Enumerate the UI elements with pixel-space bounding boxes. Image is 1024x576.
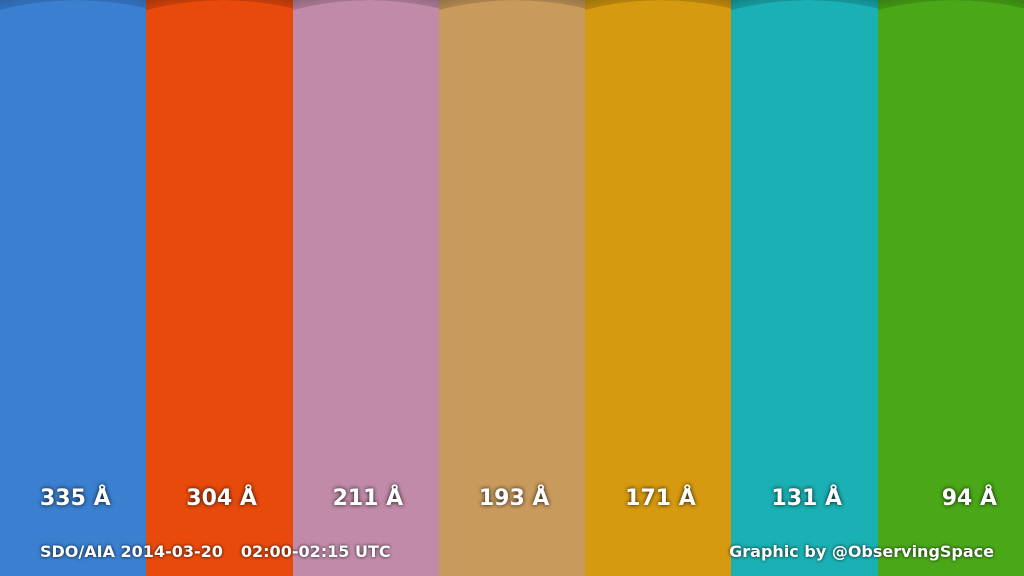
wavelength-label: 131 Å (771, 486, 843, 511)
time-range-text: 02:00-02:15 UTC (240, 542, 391, 561)
solar-disk (731, 0, 879, 576)
wavelength-strip: 335 Å (0, 0, 147, 576)
wavelength-label: 335 Å (40, 486, 111, 511)
wavelength-label: 211 Å (332, 486, 404, 511)
solar-disk (292, 0, 440, 576)
wavelength-strip: 211 Å (292, 0, 440, 576)
wavelength-label: 304 Å (186, 486, 257, 511)
credit-caption: Graphic by @ObservingSpace (729, 542, 994, 561)
wavelength-strip: 94 Å (877, 0, 1024, 576)
wavelength-strip: 193 Å (438, 0, 586, 576)
solar-disk (146, 0, 294, 576)
wavelength-strip: 171 Å (585, 0, 733, 576)
solar-disk (438, 0, 586, 576)
wavelength-label: 171 Å (625, 486, 696, 511)
solar-disk (877, 0, 1024, 576)
observation-caption: SDO/AIA 2014-03-20 02:00-02:15 UTC (40, 542, 391, 561)
wavelength-strip: 304 Å (146, 0, 294, 576)
wavelength-strip: 131 Å (731, 0, 879, 576)
wavelength-label: 193 Å (478, 486, 550, 511)
instrument-date-text: SDO/AIA 2014-03-20 (40, 542, 223, 561)
solar-disk (0, 0, 147, 576)
solar-disk (585, 0, 733, 576)
wavelength-label: 94 Å (941, 486, 998, 511)
